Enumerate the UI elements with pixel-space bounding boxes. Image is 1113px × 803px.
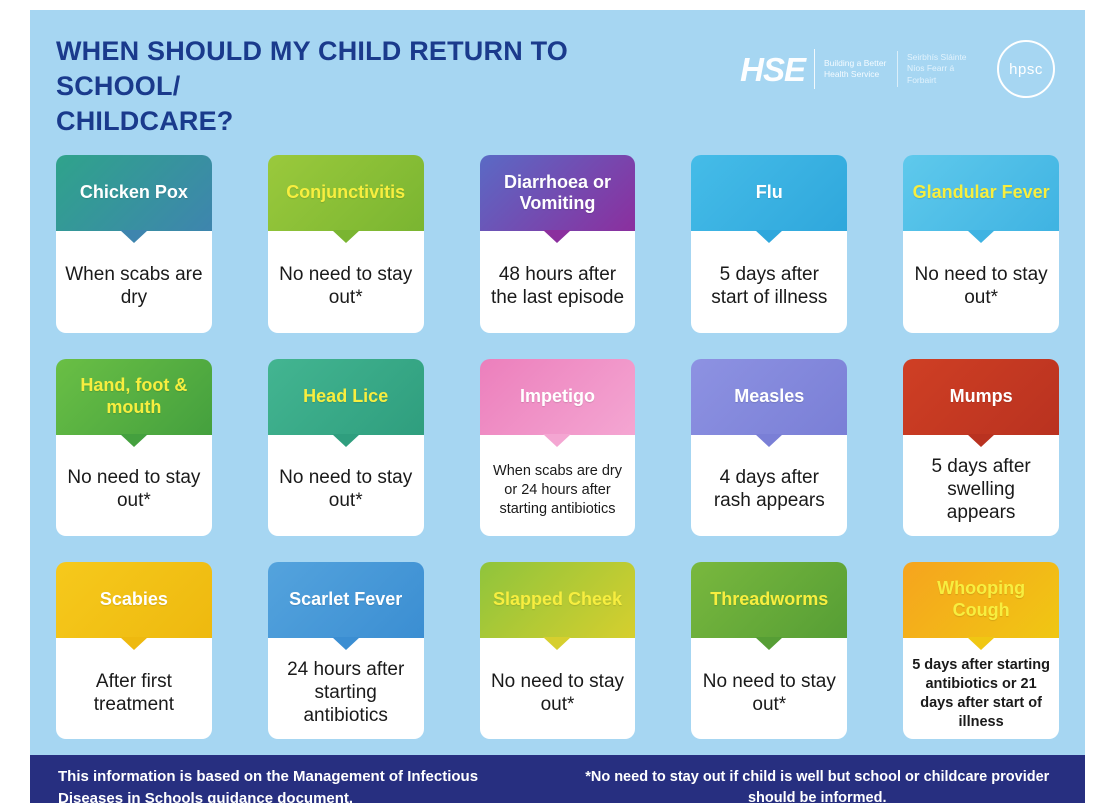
return-guidance: 24 hours after starting antibiotics — [267, 638, 424, 740]
card-pointer — [119, 637, 148, 651]
return-guidance: 4 days after rash appears — [691, 434, 848, 537]
disease-card: Measles 4 days after rash appears — [691, 358, 848, 537]
disease-name: Head Lice — [303, 385, 389, 406]
page-title-line1: WHEN SHOULD MY CHILD RETURN TO SCHOOL/ — [56, 36, 568, 102]
hpsc-logo: hpsc — [997, 40, 1055, 98]
disease-card: Mumps 5 days after swelling appears — [903, 358, 1059, 537]
card-pointer — [331, 433, 360, 447]
hpsc-logo-text: hpsc — [1009, 60, 1043, 78]
return-guidance: When scabs are dry or 24 hours after sta… — [479, 434, 636, 537]
disease-name: Mumps — [949, 385, 1013, 406]
return-guidance: 5 days after start of illness — [691, 231, 848, 333]
card-pointer — [967, 230, 996, 244]
disease-card-header: Conjunctivitis — [267, 155, 424, 244]
disease-card: Scarlet Fever 24 hours after starting ant… — [267, 562, 424, 740]
disease-name: Chicken Pox — [79, 182, 188, 203]
card-pointer — [119, 433, 148, 447]
card-pointer — [543, 230, 572, 244]
disease-card-header: Flu — [691, 155, 848, 244]
disease-card: Hand, foot & mouth No need to stay out* — [56, 358, 212, 537]
return-guidance: No need to stay out* — [267, 231, 424, 333]
disease-card: Diarrhoea or Vomiting 48 hours after the … — [479, 155, 636, 333]
hse-logo-letters: HSE — [740, 50, 806, 88]
card-pointer — [967, 637, 996, 651]
return-guidance: No need to stay out* — [903, 231, 1059, 333]
disease-card-header: Measles — [691, 358, 848, 447]
return-guidance: When scabs are dry — [56, 231, 212, 333]
card-pointer — [755, 230, 784, 244]
return-guidance: No need to stay out* — [56, 434, 212, 537]
card-pointer — [755, 433, 784, 447]
card-pointer — [543, 433, 572, 447]
disease-card: Conjunctivitis No need to stay out* — [267, 155, 424, 333]
disease-card: Whooping Cough 5 days after starting anti… — [903, 562, 1059, 740]
hse-tagline-divider — [897, 51, 898, 87]
disease-card-header: Scarlet Fever — [267, 562, 424, 651]
disease-name: Glandular Fever — [912, 182, 1050, 203]
hse-tagline-irish: Seirbhís Sláinte Níos Fearr á Forbairt — [907, 52, 967, 85]
disease-card: Flu 5 days after start of illness — [691, 155, 848, 333]
return-guidance: No need to stay out* — [267, 434, 424, 537]
logos: HSE Building a Better Health Service Sei… — [740, 40, 1055, 98]
disease-name: Diarrhoea or Vomiting — [503, 171, 612, 214]
disease-card: Scabies After first treatment — [56, 562, 212, 740]
hse-logo: HSE Building a Better Health Service Sei… — [740, 49, 971, 89]
disease-card-header: Slapped Cheek — [479, 562, 636, 651]
poster: WHEN SHOULD MY CHILD RETURN TO SCHOOL/ C… — [30, 10, 1085, 803]
disease-card-header: Mumps — [903, 358, 1059, 447]
return-guidance: 48 hours after the last episode — [479, 231, 636, 333]
disease-card-header: Impetigo — [479, 358, 636, 447]
disease-name: Whooping Cough — [937, 578, 1026, 621]
cards-grid: Chicken Pox When scabs are dry Conjunctivi… — [30, 153, 1085, 755]
disease-card-header: Threadworms — [691, 562, 848, 651]
disease-name: Hand, foot & mouth — [80, 375, 188, 417]
disease-card-header: Chicken Pox — [56, 155, 212, 244]
page-title: WHEN SHOULD MY CHILD RETURN TO SCHOOL/ C… — [56, 34, 696, 139]
disease-name: Threadworms — [710, 589, 829, 610]
disease-card: Glandular Fever No need to stay out* — [903, 155, 1059, 333]
disease-card-header: Diarrhoea or Vomiting — [479, 155, 636, 244]
disease-card: Head Lice No need to stay out* — [267, 358, 424, 537]
disease-card-header: Hand, foot & mouth — [56, 358, 212, 447]
footer-asterisk-note: *No need to stay out if child is well bu… — [585, 768, 1050, 803]
hse-tagline-english: Building a Better Health Service — [824, 57, 887, 79]
return-guidance: No need to stay out* — [691, 638, 848, 740]
card-pointer — [119, 230, 148, 244]
card-pointer — [331, 230, 360, 244]
disease-name: Slapped Cheek — [492, 589, 623, 610]
card-pointer — [755, 637, 784, 651]
footer-source-note: This information is based on the Managem… — [58, 767, 479, 803]
hse-logo-divider — [814, 49, 815, 89]
disease-card: Chicken Pox When scabs are dry — [56, 155, 212, 333]
disease-card: Slapped Cheek No need to stay out* — [479, 562, 636, 740]
return-guidance: After first treatment — [56, 638, 212, 740]
disease-name: Flu — [755, 182, 783, 203]
return-guidance: 5 days after starting antibiotics or 21 … — [903, 638, 1059, 740]
disease-card-header: Scabies — [56, 562, 212, 651]
card-pointer — [543, 637, 572, 651]
disease-card-header: Whooping Cough — [903, 562, 1059, 651]
poster-header: WHEN SHOULD MY CHILD RETURN TO SCHOOL/ C… — [30, 10, 1085, 153]
disease-card-header: Glandular Fever — [903, 155, 1059, 244]
disease-name: Measles — [734, 385, 805, 406]
disease-card-header: Head Lice — [267, 358, 424, 447]
disease-name: Scabies — [99, 589, 168, 610]
disease-name: Impetigo — [519, 385, 595, 406]
return-guidance: 5 days after swelling appears — [903, 434, 1059, 537]
disease-card: Impetigo When scabs are dry or 24 hours a… — [479, 358, 636, 537]
disease-name: Scarlet Fever — [289, 589, 403, 610]
footer: This information is based on the Managem… — [30, 755, 1085, 803]
page-title-line2: CHILDCARE? — [56, 106, 234, 137]
card-pointer — [967, 433, 996, 447]
card-pointer — [331, 637, 360, 651]
return-guidance: No need to stay out* — [479, 638, 636, 740]
disease-card: Threadworms No need to stay out* — [691, 562, 848, 740]
disease-name: Conjunctivitis — [286, 182, 406, 203]
